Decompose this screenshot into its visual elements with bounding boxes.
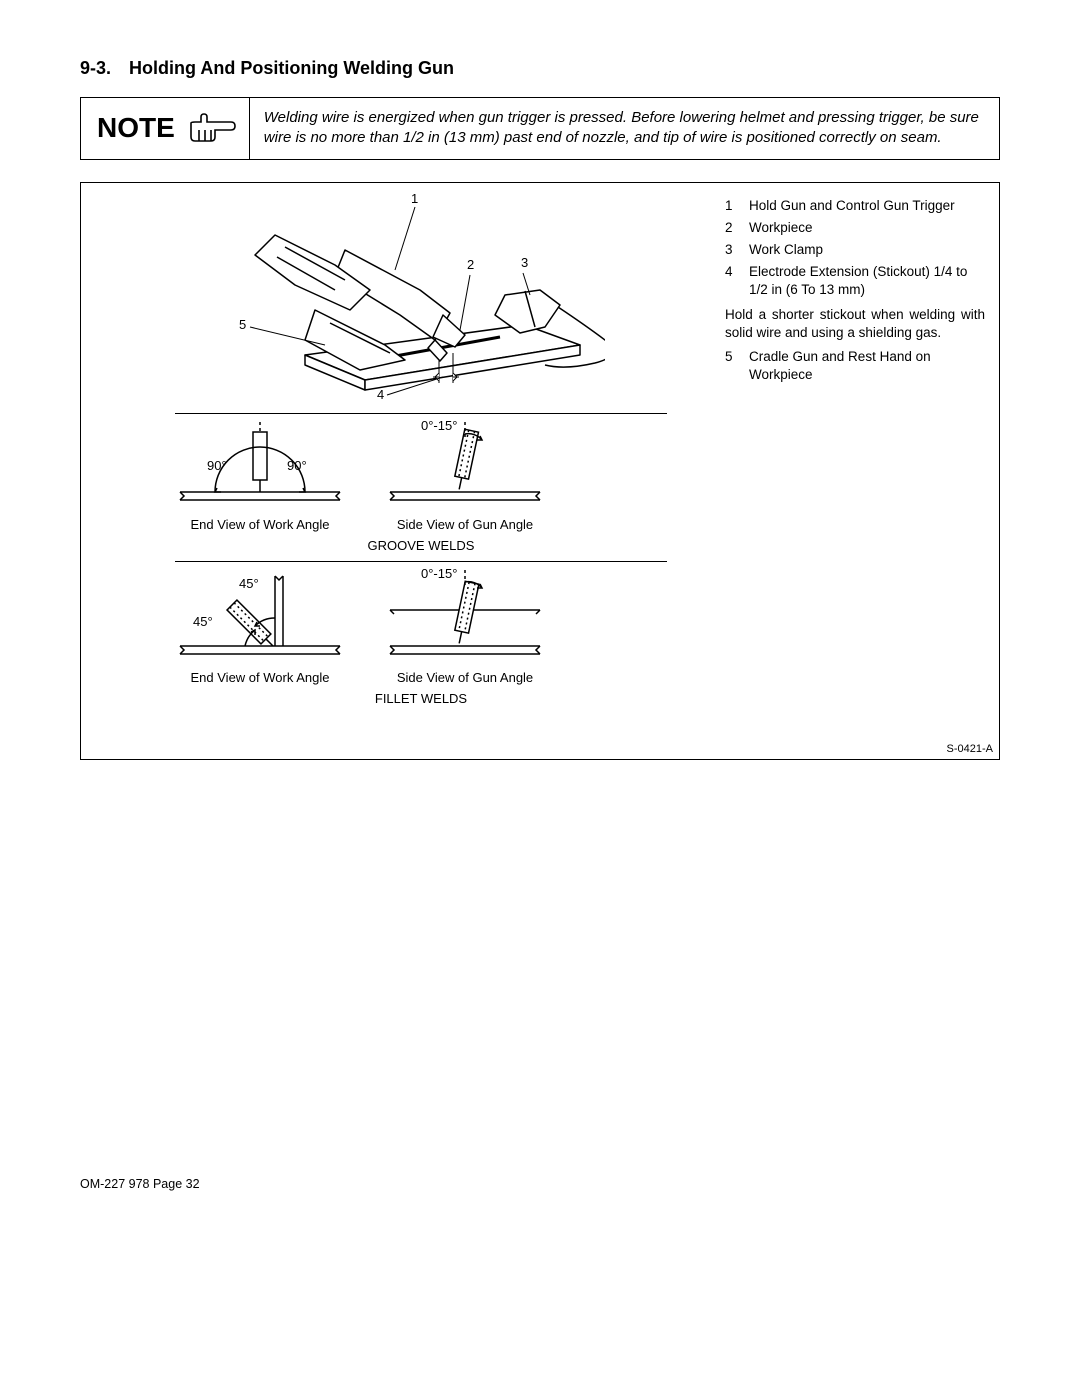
fillet-side-caption: Side View of Gun Angle xyxy=(397,670,533,685)
legend-item: 2 Workpiece xyxy=(725,219,985,237)
legend-text: Electrode Extension (Stickout) 1/4 to 1/… xyxy=(749,263,985,299)
fillet-angle-45b: 45° xyxy=(193,614,213,629)
note-label-cell: NOTE xyxy=(81,98,250,159)
legend-num: 5 xyxy=(725,348,739,384)
fillet-side-cell: 0°-15° Side View of Gun Angle xyxy=(385,570,545,685)
fillet-angle-side: 0°-15° xyxy=(421,566,457,581)
section-title-text: Holding And Positioning Welding Gun xyxy=(129,58,454,78)
legend-item: 5 Cradle Gun and Rest Hand on Workpiece xyxy=(725,348,985,384)
callout-3: 3 xyxy=(521,255,528,270)
groove-row: 90° 90° End View of Work Angle xyxy=(175,422,707,532)
groove-end-caption: End View of Work Angle xyxy=(191,517,330,532)
note-text: Welding wire is energized when gun trigg… xyxy=(250,98,999,159)
legend-text: Cradle Gun and Rest Hand on Workpiece xyxy=(749,348,985,384)
legend-num: 4 xyxy=(725,263,739,299)
legend-item: 3 Work Clamp xyxy=(725,241,985,259)
figure-reference: S-0421-A xyxy=(947,743,993,755)
callout-4: 4 xyxy=(377,387,384,402)
pointing-hand-icon xyxy=(185,111,237,145)
fillet-row: 45° 45° End View of Work Angle xyxy=(175,570,707,685)
legend-column: 1 Hold Gun and Control Gun Trigger 2 Workp… xyxy=(725,195,985,743)
page-footer: OM-227 978 Page 32 xyxy=(80,1177,200,1191)
main-illustration: 1 2 3 4 5 xyxy=(185,195,707,405)
separator-2 xyxy=(175,561,667,562)
fillet-side-view-icon xyxy=(385,570,545,665)
groove-side-caption: Side View of Gun Angle xyxy=(397,517,533,532)
legend-num: 2 xyxy=(725,219,739,237)
diagrams-column: 1 2 3 4 5 xyxy=(95,195,707,743)
legend-item: 4 Electrode Extension (Stickout) 1/4 to 1… xyxy=(725,263,985,299)
page: 9-3.Holding And Positioning Welding Gun … xyxy=(0,0,1080,1397)
legend-item: 1 Hold Gun and Control Gun Trigger xyxy=(725,197,985,215)
groove-angle-90b: 90° xyxy=(287,458,307,473)
legend-text: Hold Gun and Control Gun Trigger xyxy=(749,197,955,215)
groove-angle-side: 0°-15° xyxy=(421,418,457,433)
groove-side-view-icon xyxy=(385,422,545,512)
fillet-end-caption: End View of Work Angle xyxy=(191,670,330,685)
legend-num: 3 xyxy=(725,241,739,259)
callout-5: 5 xyxy=(239,317,246,332)
separator-1 xyxy=(175,413,667,414)
section-number: 9-3. xyxy=(80,58,111,79)
figure-box: 1 2 3 4 5 xyxy=(80,182,1000,760)
fillet-angle-45a: 45° xyxy=(239,576,259,591)
groove-end-cell: 90° 90° End View of Work Angle xyxy=(175,422,345,532)
fillet-end-cell: 45° 45° End View of Work Angle xyxy=(175,570,345,685)
callout-1: 1 xyxy=(411,191,418,206)
legend-text: Workpiece xyxy=(749,219,813,237)
section-title: 9-3. Holding And Positioning Welding Gun xyxy=(80,58,1000,79)
note-box: NOTE Welding wire is energized when gun … xyxy=(80,97,1000,160)
callout-2: 2 xyxy=(467,257,474,272)
groove-title: GROOVE WELDS xyxy=(135,538,707,553)
fillet-title: FILLET WELDS xyxy=(135,691,707,706)
legend-text: Work Clamp xyxy=(749,241,823,259)
groove-end-view-icon xyxy=(175,422,345,512)
note-label: NOTE xyxy=(97,112,175,144)
groove-angle-90a: 90° xyxy=(207,458,227,473)
legend-note: Hold a shorter stickout when welding wit… xyxy=(725,306,985,342)
legend-num: 1 xyxy=(725,197,739,215)
gun-holding-illustration-icon xyxy=(185,195,605,405)
groove-side-cell: 0°-15° Side View of Gun Angle xyxy=(385,422,545,532)
